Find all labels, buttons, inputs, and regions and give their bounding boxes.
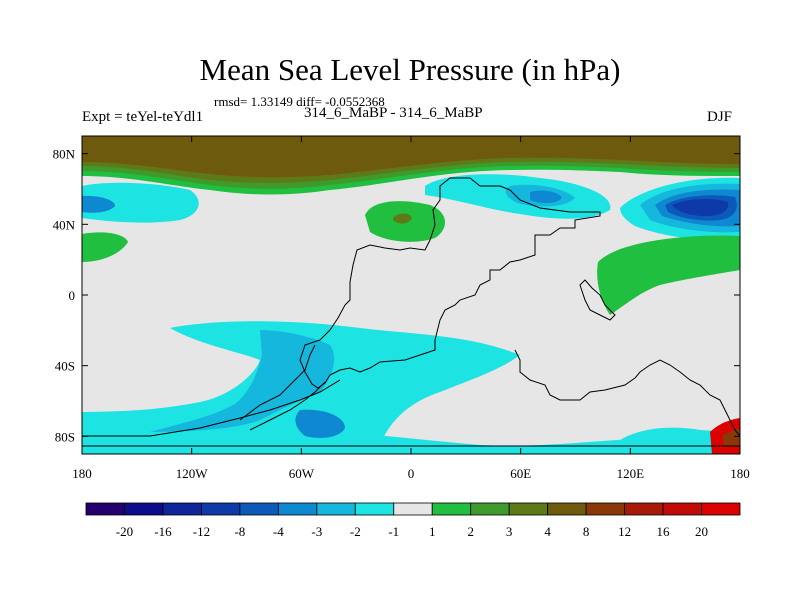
- season-label: DJF: [707, 109, 733, 125]
- west-pacific-green-patch: [82, 232, 128, 262]
- colorbar-box: [162, 502, 202, 516]
- south-indian-cyan-patch: [620, 427, 740, 454]
- y-tick-label: 40N: [53, 217, 76, 232]
- colorbar-label: 8: [583, 524, 590, 539]
- x-tick-label: 60W: [289, 466, 315, 481]
- southern-polar-cyan-band: [82, 425, 740, 454]
- colorbar-label: -4: [273, 524, 284, 539]
- colorbar-box: [393, 502, 433, 516]
- experiment-label: Expt = teYel-teYdl1: [82, 109, 204, 125]
- colorbar-label: -8: [234, 524, 245, 539]
- colorbar-label: 1: [429, 524, 436, 539]
- colorbar-label: -12: [193, 524, 210, 539]
- chart-title: Mean Sea Level Pressure (in hPa): [199, 52, 621, 87]
- continent-outlines: [82, 177, 740, 447]
- colorbar-label: 16: [657, 524, 671, 539]
- colorbar-label: -2: [350, 524, 361, 539]
- gondwana-interior-outline: [239, 344, 326, 431]
- x-tick-label: 60E: [510, 466, 531, 481]
- south-pacific-dark-red-patch: [722, 428, 740, 446]
- x-tick-label: 120E: [617, 466, 645, 481]
- colorbar-box: [431, 502, 472, 516]
- colorbar-label: 20: [695, 524, 708, 539]
- stats-subtitle: rmsd= 1.33149 diff= -0.0552368: [214, 94, 385, 109]
- east-island-outline: [579, 279, 616, 321]
- y-tick-label: 0: [69, 288, 76, 303]
- colorbar-label: -1: [388, 524, 399, 539]
- x-tick-label: 120W: [176, 466, 209, 481]
- colorbar-label: -16: [154, 524, 172, 539]
- colorbar-box: [662, 502, 702, 516]
- north-atlantic-high-core: [393, 213, 412, 224]
- colorbar-label: 3: [506, 524, 513, 539]
- colorbar-box: [508, 502, 549, 516]
- colorbar-box: [124, 502, 164, 516]
- colorbar-box: [624, 502, 664, 516]
- colorbar-box: [701, 502, 741, 516]
- north-polar-brown-band: [82, 136, 740, 178]
- colorbar-label: 4: [544, 524, 551, 539]
- colorbar-label: -3: [311, 524, 322, 539]
- colorbar-box: [239, 502, 279, 516]
- north-continent-outline: [299, 177, 601, 389]
- colorbar-label: 2: [467, 524, 474, 539]
- y-tick-label: 80S: [55, 429, 75, 444]
- y-tick-label: 40S: [55, 359, 75, 374]
- north-pacific-west-blue: [82, 195, 115, 213]
- y-axis: 80N 40N 0 40S 80S: [53, 147, 740, 444]
- x-tick-label: 180: [730, 466, 750, 481]
- colorbar-box: [201, 502, 241, 516]
- colorbar-box: [585, 502, 625, 516]
- colorbar-box: [277, 502, 318, 516]
- colorbar-box: [547, 502, 587, 516]
- x-axis: 180 120W 60W 0 60E 120E 180: [72, 136, 750, 481]
- map-field: [82, 136, 740, 454]
- north-pacific-low-core: [672, 198, 729, 216]
- colorbar-label: 12: [618, 524, 631, 539]
- antarctic-outline: [82, 379, 341, 437]
- x-tick-label: 180: [72, 466, 92, 481]
- southern-ocean-deep-blue: [295, 409, 345, 438]
- colorbar: -20 -16 -12 -8 -4 -3 -2 -1 1 2 3 4 8 12 16 20: [85, 502, 741, 539]
- colorbar-box: [470, 502, 510, 516]
- x-tick-label: 0: [408, 466, 415, 481]
- colorbar-box: [85, 502, 125, 516]
- colorbar-label: -20: [116, 524, 133, 539]
- southern-ocean-mid-blue: [150, 330, 335, 432]
- y-tick-label: 80N: [53, 147, 76, 162]
- north-atlantic-deep-blue: [530, 190, 562, 204]
- period-label: 314_6_MaBP - 314_6_MaBP: [304, 105, 483, 121]
- colorbar-box: [316, 502, 356, 516]
- east-continent-outline: [514, 349, 740, 437]
- north-pacific-west-cyan: [82, 182, 199, 223]
- colorbar-box: [354, 502, 395, 516]
- east-pacific-high-green: [597, 235, 740, 315]
